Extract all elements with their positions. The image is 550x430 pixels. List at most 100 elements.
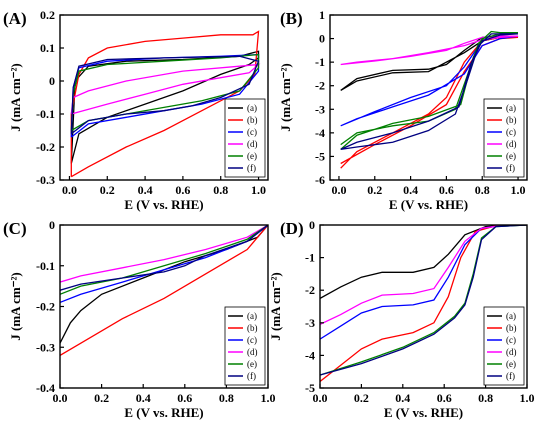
- y-tick-label: -5: [305, 381, 315, 395]
- y-tick-label: 0: [309, 218, 315, 232]
- y-tick-label: 1: [319, 8, 325, 22]
- x-tick-label: 0.6: [175, 183, 190, 197]
- legend-label: (b): [247, 115, 258, 125]
- chart-panel-2: (B) 0.0 0.2 0.4 0.6 0.8 1.0 -6 -5 -4 -3 -2 -1 0 1 E (V …: [278, 8, 528, 212]
- legend: (a) (b) (c) (d) (e) (f): [224, 98, 266, 178]
- y-tick-label: 0: [49, 218, 55, 232]
- y-tick-label: -4: [305, 348, 315, 362]
- y-tick-label: -0.1: [36, 107, 55, 121]
- series-line-6: [340, 33, 519, 151]
- x-tick-label: 0.2: [367, 183, 382, 197]
- legend: (a) (b) (c) (d) (e) (f): [483, 306, 525, 386]
- legend-label: (e): [506, 151, 516, 161]
- x-axis-title: E (V vs. RHE): [389, 197, 468, 212]
- legend-box: [483, 98, 525, 178]
- x-tick-label: 1.0: [520, 391, 535, 405]
- series-line-2: [70, 30, 260, 178]
- y-tick-label: -0.1: [36, 259, 55, 273]
- y-axis-title: J (mA cm⁻²): [268, 272, 283, 341]
- series-line-4: [60, 225, 268, 283]
- legend-label: (d): [506, 139, 517, 149]
- y-tick-label: -0.4: [36, 381, 55, 395]
- legend-label: (f): [247, 163, 256, 173]
- y-axis-title: J (mA cm⁻²): [8, 272, 23, 341]
- plot-frame: [319, 224, 528, 389]
- series-line-5: [60, 225, 268, 295]
- x-tick-label: 0.8: [475, 183, 490, 197]
- y-tick-label: -3: [315, 102, 325, 116]
- legend-label: (c): [247, 127, 257, 137]
- legend-label: (a): [506, 311, 516, 321]
- legend: (a) (b) (c) (d) (e) (f): [224, 306, 266, 386]
- legend-label: (b): [506, 115, 517, 125]
- x-tick-label: 0.2: [94, 391, 109, 405]
- x-tick-label: 0.0: [62, 183, 77, 197]
- legend-label: (d): [506, 347, 517, 357]
- y-tick-label: 0.2: [40, 8, 55, 22]
- legend-box: [224, 98, 266, 178]
- y-tick-label: -2: [305, 283, 315, 297]
- series-line-4: [340, 35, 519, 66]
- x-tick-label: 0.6: [437, 391, 452, 405]
- series-line-5: [340, 30, 519, 150]
- y-tick-label: -0.2: [36, 140, 55, 154]
- y-tick-label: -5: [315, 149, 325, 163]
- x-tick-label: 0.0: [313, 391, 328, 405]
- x-tick-label: 0.4: [138, 183, 153, 197]
- legend-label: (e): [247, 151, 257, 161]
- y-tick-label: 0.1: [40, 41, 55, 55]
- panel-label: (B): [280, 9, 303, 28]
- legend-label: (d): [247, 347, 258, 357]
- x-axis-title: E (V vs. RHE): [384, 405, 463, 420]
- panel-label: (A): [3, 9, 27, 28]
- x-tick-label: 1.0: [511, 183, 526, 197]
- x-tick-label: 0.4: [136, 391, 151, 405]
- x-tick-label: 0.4: [395, 391, 410, 405]
- x-tick-label: 0.6: [439, 183, 454, 197]
- chart-panel-4: (D) 0.0 0.2 0.4 0.6 0.8 1.0 -5 -4 -3 -2 -1 0 E (V vs.…: [268, 218, 535, 420]
- legend-label: (b): [506, 323, 517, 333]
- x-tick-label: 0.8: [478, 391, 493, 405]
- legend-label: (d): [247, 139, 258, 149]
- series-line-2: [320, 225, 527, 383]
- series-line-3: [60, 225, 268, 304]
- x-tick-label: 0.0: [331, 183, 346, 197]
- panel-label: (D): [280, 219, 304, 238]
- y-tick-label: -0.3: [36, 173, 55, 187]
- series-line-2: [60, 225, 268, 356]
- y-tick-label: 0: [319, 32, 325, 46]
- y-tick-label: -0.3: [36, 340, 55, 354]
- y-tick-label: -1: [305, 251, 315, 265]
- chart-panel-1: (A) 0.0 0.2 0.4 0.6 0.8 1.0 -0.3 -0.2 -0.1 0 0.1 0.2…: [3, 8, 269, 212]
- plot-frame: [59, 14, 269, 181]
- x-tick-label: 1.0: [261, 391, 276, 405]
- legend-label: (e): [506, 359, 516, 369]
- x-tick-label: 0.2: [100, 183, 115, 197]
- series-line-6: [60, 225, 268, 291]
- legend-label: (c): [247, 335, 257, 345]
- legend-label: (c): [506, 127, 516, 137]
- series-line-6: [320, 225, 527, 376]
- x-tick-label: 1.0: [251, 183, 266, 197]
- legend-label: (b): [247, 323, 258, 333]
- legend-label: (f): [247, 371, 256, 381]
- x-axis-title: E (V vs. RHE): [124, 197, 203, 212]
- x-tick-label: 0.4: [403, 183, 418, 197]
- y-tick-label: -4: [315, 126, 325, 140]
- y-tick-label: -2: [315, 79, 325, 93]
- x-tick-label: 0.6: [177, 391, 192, 405]
- series-line-1: [320, 225, 527, 299]
- legend-box: [483, 306, 525, 386]
- chart-panel-3: (C) 0.0 0.2 0.4 0.6 0.8 1.0 -0.4 -0.3 -0.2 -0.1 0 E …: [3, 218, 276, 420]
- x-axis-title: E (V vs. RHE): [124, 405, 203, 420]
- x-tick-label: 0.2: [354, 391, 369, 405]
- legend: (a) (b) (c) (d) (e) (f): [483, 98, 525, 178]
- legend-label: (a): [247, 311, 257, 321]
- legend-box: [224, 306, 266, 386]
- y-tick-label: -6: [315, 173, 325, 187]
- plot-frame: [329, 14, 528, 181]
- x-tick-label: 0.8: [213, 183, 228, 197]
- y-tick-label: -1: [315, 55, 325, 69]
- x-tick-label: 0.8: [219, 391, 234, 405]
